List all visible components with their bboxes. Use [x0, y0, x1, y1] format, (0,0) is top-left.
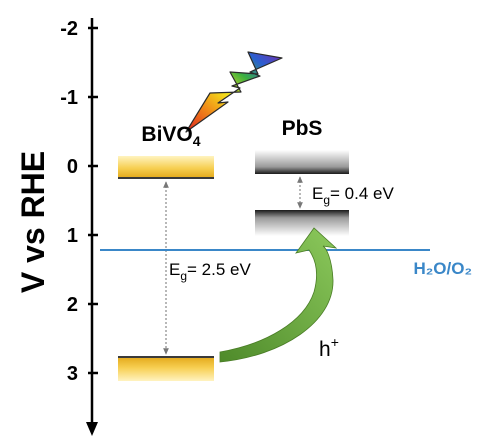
bivo4-bandgap-label: Eg= 2.5 eV	[169, 260, 251, 283]
pbs-bandgap-label: Eg= 0.4 eV	[312, 184, 394, 207]
tick-label: -1	[60, 87, 78, 109]
pbs-label: PbS	[282, 117, 323, 140]
bivo4-label: BiVO4	[141, 123, 200, 149]
tick-label: -2	[60, 18, 78, 40]
lightning-bolt-icon	[185, 51, 283, 133]
pbs-conduction-band	[255, 150, 349, 174]
tick-label: 0	[67, 156, 78, 178]
axis-arrow-icon	[86, 422, 98, 436]
bivo4-conduction-band	[118, 156, 214, 179]
hole-label: h+	[319, 334, 339, 361]
bivo4-valence-band	[118, 356, 214, 381]
hole-transfer-arrow	[219, 227, 338, 363]
redox-label: H₂O/O₂	[413, 259, 472, 278]
axis-title: V vs RHE	[15, 151, 51, 293]
tick-label: 1	[67, 225, 78, 247]
y-axis: -2 -1 0 1 2 3 V vs RHE	[15, 18, 98, 436]
pbs-valence-band	[255, 210, 349, 236]
tick-label: 3	[67, 363, 78, 385]
tick-label: 2	[67, 294, 78, 316]
